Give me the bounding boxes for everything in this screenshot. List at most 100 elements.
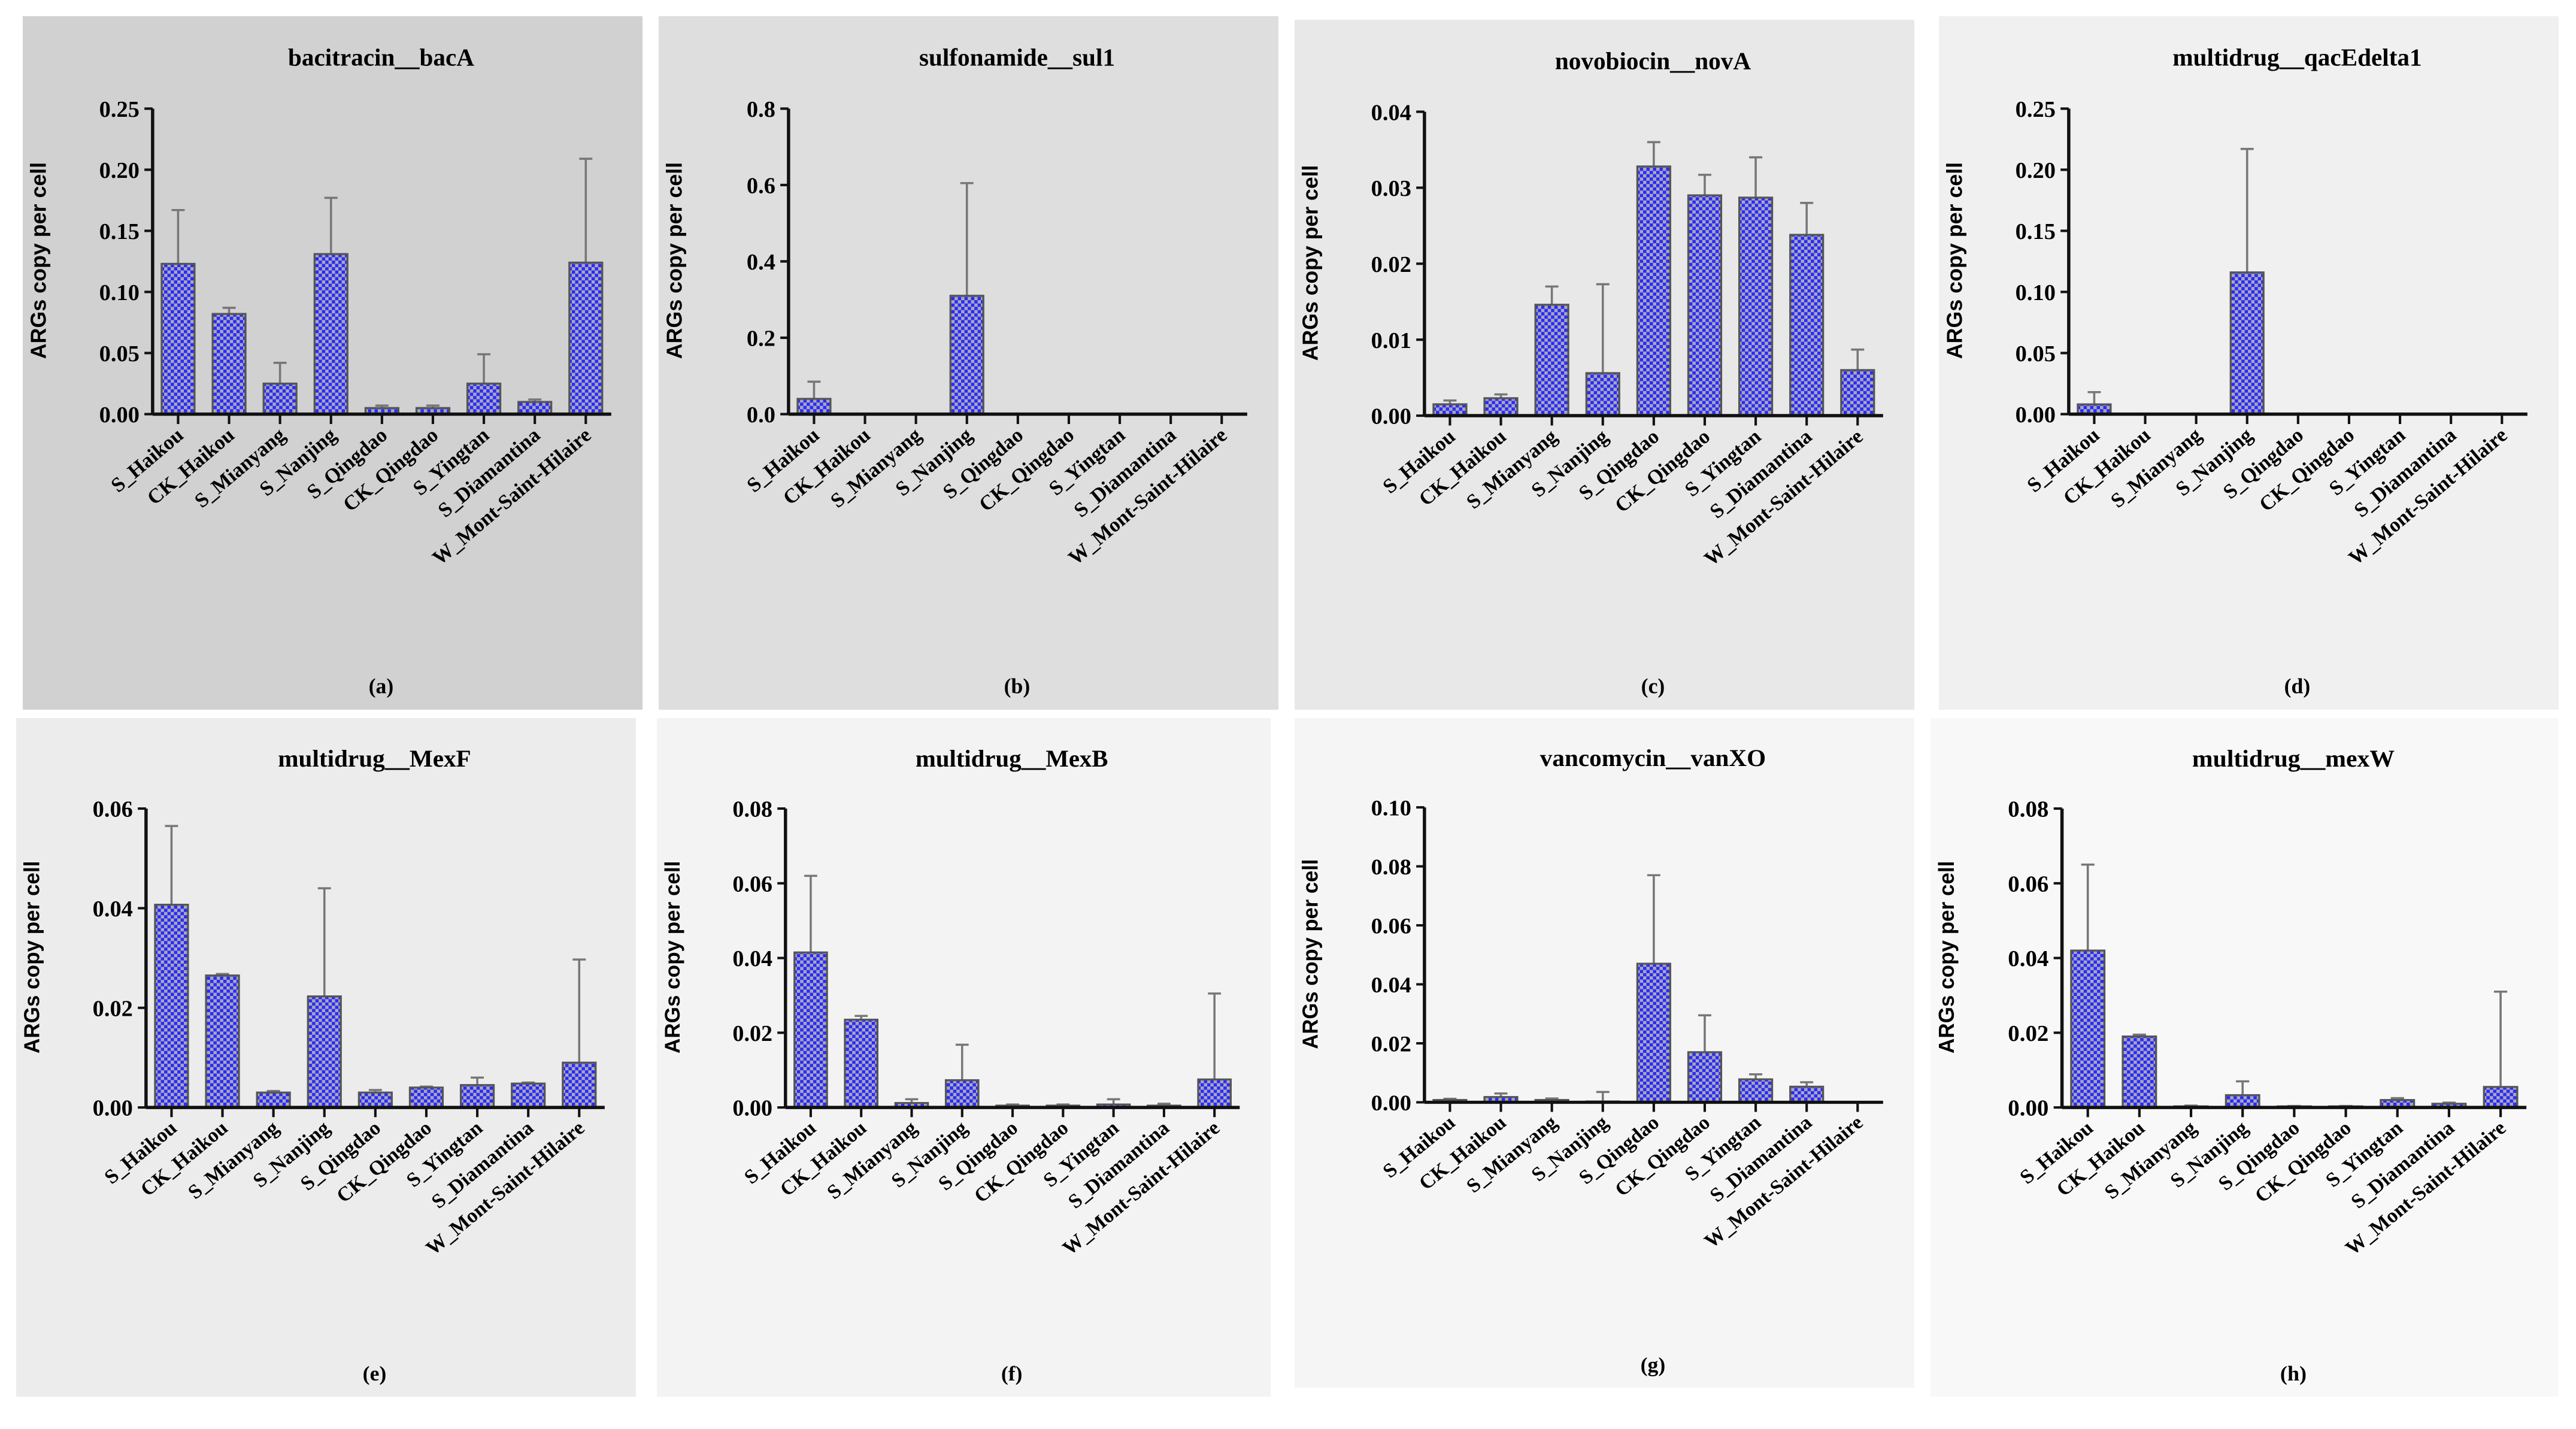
bar [1687, 1051, 1723, 1104]
panel-b: sulfonamide__sul1 ARGs copy per cell (b) S_… [659, 16, 1278, 710]
y-tick-label: 0.00 [1371, 404, 1411, 429]
bar [1636, 962, 1671, 1104]
y-tick-label: 0.04 [1371, 973, 1411, 997]
chart-title: multidrug__qacEdelta1 [2172, 44, 2422, 71]
y-tick-label: 0.06 [732, 871, 772, 897]
panel-label: (c) [1641, 674, 1665, 698]
panel-label: (f) [1001, 1362, 1022, 1385]
y-tick-label: 0.00 [1371, 1091, 1411, 1115]
bar [154, 903, 189, 1109]
y-tick-label: 0.15 [2016, 219, 2056, 244]
bar [517, 401, 553, 416]
bar [459, 1084, 495, 1109]
bar [160, 262, 196, 416]
y-tick-label: 0.00 [99, 402, 140, 428]
y-tick-label: 0.06 [93, 797, 133, 822]
bar [205, 974, 240, 1109]
bar [2225, 1094, 2260, 1109]
bar [1534, 304, 1569, 417]
bar [2122, 1035, 2157, 1109]
y-tick-label: 0.25 [99, 97, 140, 122]
y-tick-label: 0.2 [747, 326, 775, 352]
chart-title: multidrug__MexB [916, 745, 1108, 772]
chart-title: multidrug__mexW [2192, 744, 2395, 771]
y-tick-label: 0.02 [2008, 1021, 2048, 1046]
y-tick-label: 0.00 [93, 1096, 133, 1121]
y-tick-label: 0.04 [2008, 947, 2048, 971]
y-tick-label: 0.08 [732, 797, 772, 822]
y-tick-label: 0.0 [747, 402, 775, 428]
y-tick-label: 0.03 [1371, 176, 1411, 201]
panel-c: novobiocin__novA ARGs copy per cell (c) S_H… [1295, 20, 1914, 710]
y-tick-label: 0.00 [2008, 1096, 2048, 1121]
y-tick-label: 0.08 [2008, 797, 2048, 822]
bar [1789, 1085, 1825, 1104]
y-tick-label: 0.06 [2008, 872, 2048, 897]
bar [262, 382, 298, 416]
panel-label: (a) [369, 674, 394, 698]
bar [1585, 372, 1620, 417]
panel-label: (g) [1641, 1354, 1666, 1376]
panel-label: (e) [363, 1361, 387, 1385]
bar [844, 1018, 879, 1109]
chart-title: bacitracin__bacA [288, 44, 474, 71]
bar [466, 382, 502, 416]
panel-label: (h) [2280, 1362, 2307, 1385]
y-tick-label: 0.4 [747, 250, 775, 275]
bar [1483, 397, 1519, 417]
y-axis-label: ARGs copy per cell [1934, 861, 1959, 1053]
panel-d: multidrug__qacEdelta1 ARGs copy per cell (… [1939, 16, 2559, 710]
y-tick-label: 0.20 [99, 158, 140, 183]
chart-title: sulfonamide__sul1 [919, 44, 1115, 71]
bar [944, 1079, 980, 1109]
bar [2229, 271, 2265, 416]
bar [1687, 194, 1723, 417]
bar [1840, 369, 1875, 417]
bar [1636, 165, 1671, 417]
y-tick-label: 0.01 [1371, 328, 1411, 353]
y-tick-label: 0.15 [99, 219, 140, 244]
y-tick-label: 0.00 [2016, 402, 2056, 428]
y-tick-label: 0.10 [2016, 280, 2056, 305]
y-axis-label: ARGs copy per cell [663, 162, 687, 359]
y-axis-label: ARGs copy per cell [1943, 162, 1967, 359]
y-axis-label: ARGs copy per cell [1298, 165, 1322, 361]
y-axis-label: ARGs copy per cell [27, 162, 51, 359]
bar [211, 313, 247, 416]
bar [568, 261, 604, 416]
y-tick-label: 0.02 [732, 1021, 772, 1046]
bar [1197, 1078, 1232, 1109]
y-tick-label: 0.06 [1371, 914, 1411, 938]
y-axis-label: ARGs copy per cell [1299, 859, 1323, 1049]
y-tick-label: 0.08 [1371, 855, 1411, 879]
panel-e: multidrug__MexF ARGs copy per cell (e) S_Ha… [16, 718, 636, 1397]
bar [562, 1061, 597, 1109]
y-tick-label: 0.05 [2016, 341, 2056, 367]
chart-title: vancomycin__vanXO [1540, 744, 1766, 771]
bar [2070, 949, 2106, 1109]
bar [408, 1086, 444, 1109]
bar [1738, 1078, 1774, 1104]
bar [307, 995, 342, 1109]
panel-g: vancomycin__vanXO ARGs copy per cell (g) S_… [1295, 718, 1914, 1388]
y-tick-label: 0.04 [732, 946, 772, 971]
y-tick-label: 0.10 [1371, 796, 1411, 821]
y-axis-label: ARGs copy per cell [20, 861, 44, 1053]
y-tick-label: 0.00 [732, 1096, 772, 1121]
y-tick-label: 0.04 [93, 897, 133, 922]
y-tick-label: 0.8 [747, 97, 775, 122]
panel-h: multidrug__mexW ARGs copy per cell (h) S_Ha… [1931, 718, 2558, 1397]
y-tick-label: 0.05 [99, 341, 140, 367]
chart-title: novobiocin__novA [1555, 47, 1751, 74]
bar-chart: multidrug__qacEdelta1 ARGs copy per cell (… [1943, 44, 2527, 698]
bar [2483, 1086, 2519, 1109]
y-tick-label: 0.10 [99, 280, 140, 305]
panel-f: multidrug__MexB ARGs copy per cell (f) S_Ha… [657, 718, 1271, 1397]
bar [949, 295, 984, 416]
